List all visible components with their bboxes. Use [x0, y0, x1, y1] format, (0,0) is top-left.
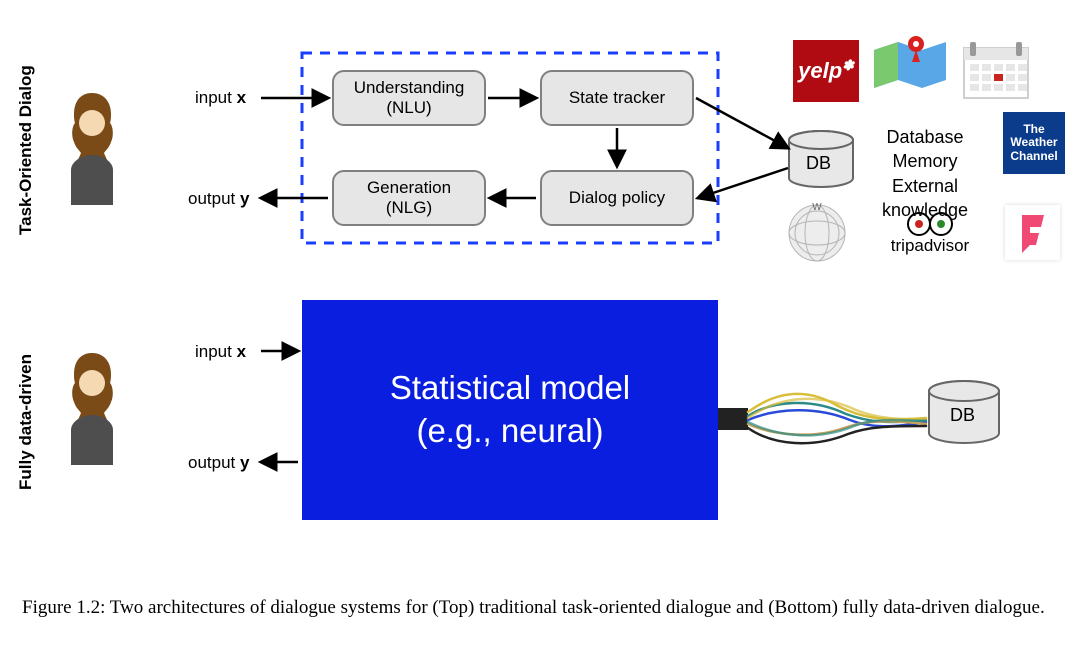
svg-text:W: W: [812, 202, 822, 213]
calendar-icon: [960, 40, 1032, 102]
foursquare-icon: [1005, 205, 1060, 260]
nlg-box: Generation(NLG): [332, 170, 486, 226]
dialog-policy-box: Dialog policy: [540, 170, 694, 226]
top-section-label: Task-Oriented Dialog: [16, 55, 36, 235]
user-avatar-top: [65, 90, 120, 205]
db-label-top: DB: [806, 153, 831, 174]
top-output-label: output y: [188, 189, 249, 209]
statistical-model-box: Statistical model(e.g., neural): [302, 300, 718, 520]
bottom-section-label: Fully data-driven: [16, 330, 36, 490]
weather-channel-icon: TheWeatherChannel: [1003, 112, 1065, 174]
figure: Task-Oriented Dialog input x output y Un…: [0, 0, 1080, 662]
user-avatar-bottom: [65, 350, 120, 465]
nlu-box: Understanding(NLU): [332, 70, 486, 126]
state-tracker-box: State tracker: [540, 70, 694, 126]
wires-icon: [718, 380, 928, 460]
bottom-output-label: output y: [188, 453, 249, 473]
map-icon: [870, 32, 950, 92]
tripadvisor-icon: tripadvisor: [870, 205, 990, 260]
bottom-input-label: input x: [195, 342, 246, 362]
figure-caption: Figure 1.2: Two architectures of dialogu…: [22, 595, 1058, 622]
wikipedia-icon: W: [782, 195, 852, 265]
top-input-label: input x: [195, 88, 246, 108]
db-label-bottom: DB: [950, 405, 975, 426]
yelp-icon: yelp✽: [793, 40, 859, 102]
